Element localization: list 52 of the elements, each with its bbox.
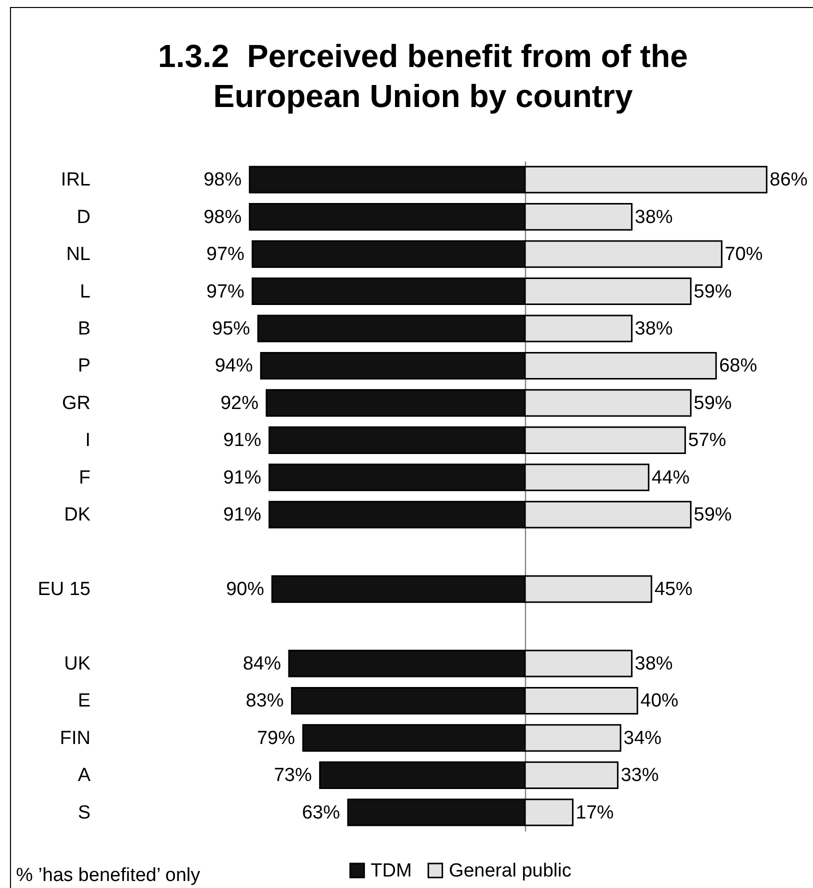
data-label: 79% [256,728,296,749]
data-label: 70% [724,244,763,266]
data-label: 86% [770,170,808,191]
y-tick-label: B [78,318,90,340]
data-label: 91% [223,430,262,452]
data-label: 90% [226,579,264,600]
data-label: 68% [719,356,758,377]
data-label: 17% [576,802,614,824]
data-label: 63% [302,802,340,824]
data-label: 57% [688,430,726,452]
data-label: 91% [223,467,262,488]
y-tick-label: S [78,802,90,824]
data-label: 98% [204,206,242,228]
legend-label: General public [448,860,572,882]
data-label: 92% [220,392,259,414]
data-label: 44% [652,467,690,488]
data-label: 94% [214,356,253,377]
data-label: 34% [624,728,662,749]
data-label: 33% [620,765,659,786]
y-tick-label: P [78,356,90,377]
y-tick-label: D [76,206,90,228]
data-label: 38% [634,318,673,340]
data-label: 91% [223,504,262,526]
y-tick-label: A [78,765,91,786]
data-label: 59% [694,281,732,302]
y-tick-label: EU 15 [38,579,90,600]
y-tick-label: UK [64,654,91,674]
y-tick-label: L [80,281,90,302]
data-label: 97% [206,281,245,302]
y-tick-label: GR [62,392,90,414]
y-tick-label: NL [66,244,90,266]
y-tick-label: E [78,690,90,712]
data-label: 59% [694,504,732,526]
data-label: 45% [654,579,693,600]
data-label: 38% [634,654,673,674]
chart-title: 1.3.2 Perceived benefit from of the European Union by country [158,38,688,114]
data-label: 83% [246,690,284,712]
y-tick-label: FIN [60,728,90,749]
data-label: 38% [634,206,673,228]
data-label: 73% [274,765,312,786]
y-tick-label: DK [64,504,91,526]
legend-label: TDM [370,860,412,882]
data-label: 84% [242,654,282,674]
y-tick-label: F [78,467,90,488]
data-label: 40% [640,690,679,712]
data-label: 95% [212,318,250,340]
y-tick-label: IRL [60,170,90,191]
data-label: 59% [694,392,732,414]
data-label: 98% [204,170,242,191]
y-tick-label: I [85,430,90,452]
text: % ’has benefited’ only [16,865,200,887]
data-label: 97% [206,244,245,266]
